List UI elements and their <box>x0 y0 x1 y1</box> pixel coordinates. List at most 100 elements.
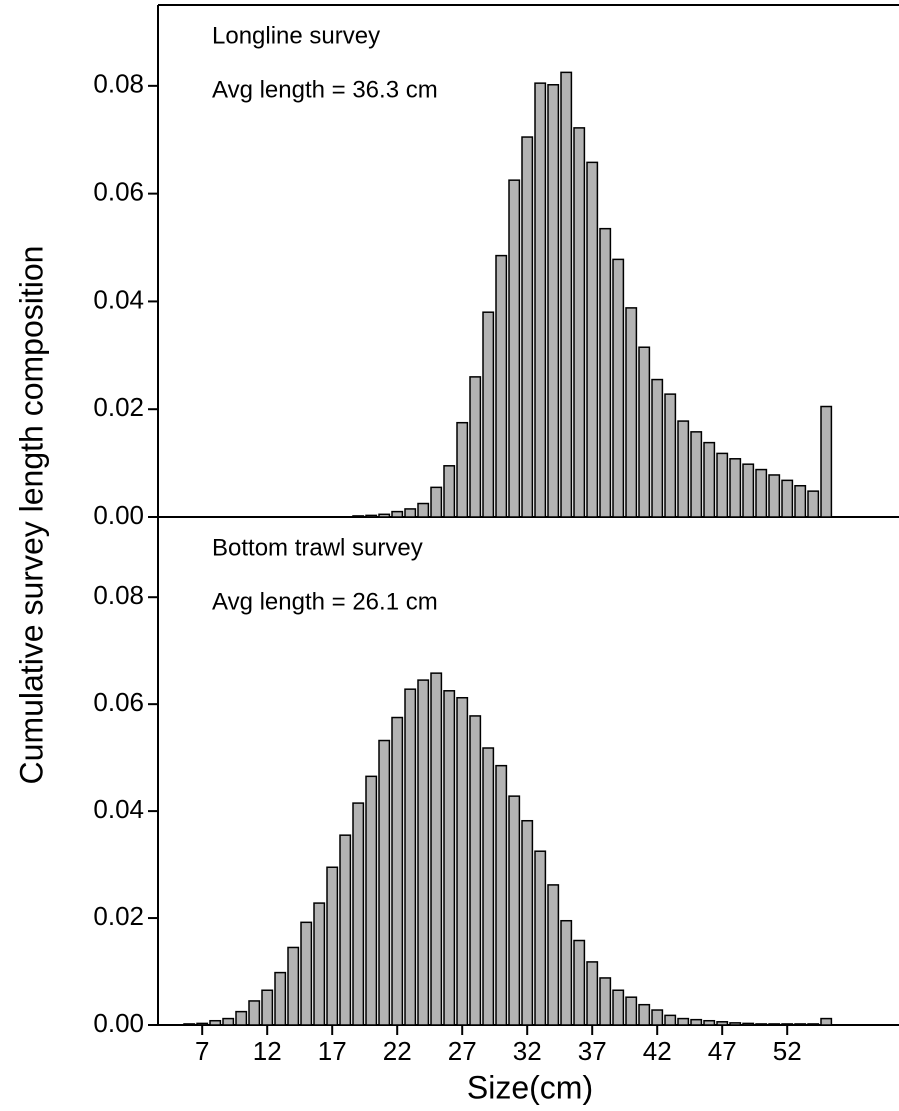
bar <box>495 764 508 1026</box>
bar <box>404 688 417 1026</box>
bar <box>183 1023 196 1026</box>
bar <box>651 1009 664 1026</box>
bar <box>716 452 729 518</box>
bar <box>573 939 586 1026</box>
bar <box>326 866 339 1026</box>
bar <box>638 346 651 518</box>
bar <box>313 902 326 1026</box>
bar <box>235 1010 248 1026</box>
bar <box>625 307 638 518</box>
bar <box>469 376 482 518</box>
bar <box>586 961 599 1026</box>
y-tick-label: 0.02 <box>93 901 144 931</box>
bar <box>521 819 534 1026</box>
x-axis-label: Size(cm) <box>467 1069 593 1105</box>
bar <box>625 996 638 1026</box>
bar <box>794 484 807 518</box>
annotation: Longline survey <box>212 22 380 49</box>
bar <box>508 179 521 518</box>
bar <box>521 136 534 518</box>
bar <box>677 1017 690 1026</box>
bar <box>352 802 365 1026</box>
bar <box>417 679 430 1026</box>
bar <box>781 479 794 518</box>
bar <box>560 71 573 518</box>
bar <box>248 1000 261 1026</box>
y-tick-label: 0.02 <box>93 392 144 422</box>
bar <box>274 971 287 1026</box>
bar <box>690 1018 703 1026</box>
bar <box>339 834 352 1026</box>
bar <box>781 1023 794 1026</box>
x-tick-label: 12 <box>253 1036 282 1066</box>
x-tick-label: 7 <box>195 1036 209 1066</box>
bar <box>768 474 781 518</box>
y-tick-label: 0.00 <box>93 500 144 530</box>
annotation: Avg length = 26.1 cm <box>212 588 438 615</box>
bar <box>534 850 547 1026</box>
y-tick-label: 0.08 <box>93 69 144 99</box>
bar <box>755 468 768 518</box>
bar <box>378 739 391 1026</box>
y-tick-label: 0.04 <box>93 284 144 314</box>
bar <box>456 696 469 1026</box>
y-axis-label: Cumulative survey length composition <box>13 246 49 785</box>
bar <box>703 1019 716 1026</box>
y-tick-label: 0.04 <box>93 794 144 824</box>
bar <box>469 715 482 1026</box>
x-tick-label: 17 <box>318 1036 347 1066</box>
bar <box>443 465 456 518</box>
bar <box>612 258 625 518</box>
bar <box>547 884 560 1026</box>
bar <box>690 431 703 518</box>
bar <box>196 1022 209 1026</box>
bar <box>404 508 417 518</box>
bar <box>573 127 586 518</box>
bar <box>209 1019 222 1026</box>
bar <box>638 1003 651 1026</box>
bar <box>612 989 625 1026</box>
bar <box>599 977 612 1026</box>
bar <box>703 441 716 518</box>
bar <box>677 420 690 518</box>
bar <box>807 1023 820 1026</box>
bar <box>287 946 300 1026</box>
bar <box>456 421 469 518</box>
bar <box>365 514 378 518</box>
x-tick-label: 37 <box>578 1036 607 1066</box>
y-tick-label: 0.06 <box>93 687 144 717</box>
bar <box>716 1021 729 1026</box>
y-tick-label: 0.00 <box>93 1008 144 1038</box>
bar <box>586 161 599 518</box>
bar <box>534 82 547 518</box>
bar <box>768 1023 781 1026</box>
x-tick-label: 52 <box>773 1036 802 1066</box>
bar <box>300 921 313 1026</box>
annotation: Avg length = 36.3 cm <box>212 76 438 103</box>
bar <box>222 1017 235 1026</box>
bar <box>378 513 391 518</box>
bar <box>261 989 274 1026</box>
bar <box>742 463 755 518</box>
bar <box>599 227 612 518</box>
bar <box>443 690 456 1026</box>
x-tick-label: 27 <box>448 1036 477 1066</box>
bar <box>742 1022 755 1026</box>
bar <box>482 747 495 1026</box>
bar <box>560 919 573 1026</box>
bar <box>508 795 521 1026</box>
bar <box>651 378 664 518</box>
annotation: Bottom trawl survey <box>212 534 423 561</box>
bar <box>352 515 365 518</box>
bar <box>417 502 430 518</box>
bar <box>482 311 495 518</box>
y-tick-label: 0.06 <box>93 177 144 207</box>
bar <box>365 775 378 1026</box>
bar <box>664 393 677 518</box>
x-tick-label: 32 <box>513 1036 542 1066</box>
x-tick-label: 42 <box>643 1036 672 1066</box>
bar <box>729 458 742 518</box>
x-tick-label: 22 <box>383 1036 412 1066</box>
bar <box>495 254 508 518</box>
